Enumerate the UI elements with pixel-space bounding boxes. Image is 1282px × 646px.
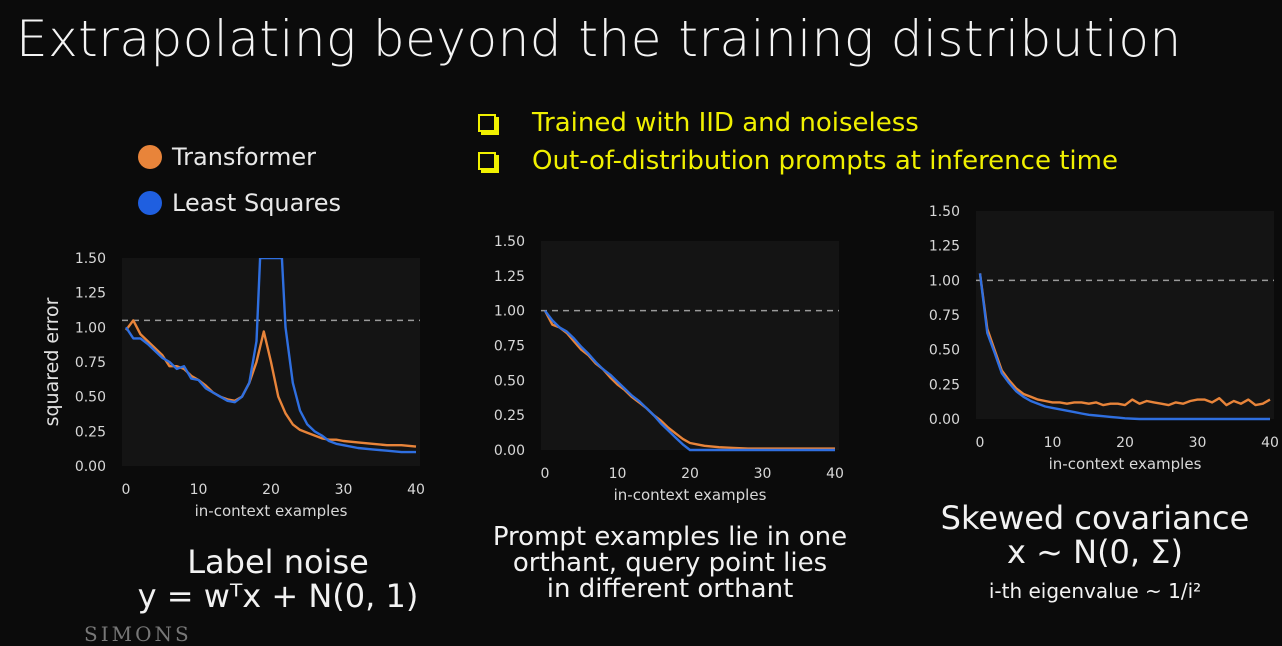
y-tick-label: 1.00 [494,304,525,320]
x-tick-label: 40 [407,482,425,498]
bullet-item: Trained with IID and noiseless [478,104,1118,142]
x-tick-label: 30 [335,482,353,498]
caption-note: i-th eigenvalue ~ 1/i² [988,579,1202,604]
y-tick-label: 0.00 [929,412,960,428]
plot-area [976,211,1274,419]
y-tick-label: 1.00 [75,320,106,336]
y-tick-label: 0.25 [929,377,960,393]
y-tick-label: 1.25 [929,239,960,255]
y-tick-label: 1.50 [494,234,525,250]
chart-legend: Transformer Least Squares [138,134,341,226]
y-axis-label: squared error [41,297,63,426]
legend-label: Least Squares [172,189,341,217]
y-tick-label: 1.50 [929,204,960,220]
caption-skewed-covariance: Skewed covariance x ~ N(0, Σ) i-th eigen… [900,499,1282,604]
x-tick-label: 0 [122,482,131,498]
y-tick-label: 1.25 [494,269,525,285]
circle-icon [138,145,162,169]
caption-line: in different orthant [546,574,794,604]
y-tick-label: 0.25 [75,424,106,440]
slide-title: Extrapolating beyond the training distri… [16,10,1182,68]
legend-label: Transformer [172,143,317,171]
x-tick-label: 40 [826,466,844,482]
bullet-list: Trained with IID and noiseless Out-of-di… [478,104,1118,180]
x-tick-label: 10 [609,466,627,482]
caption-line: Prompt examples lie in one [492,522,848,552]
plot-area [541,241,839,450]
checkbox-icon [478,114,496,132]
series-line-transformer [125,319,417,448]
x-axis-label: in-context examples [614,486,767,504]
y-tick-label: 0.75 [929,308,960,324]
bullet-text: Out-of-distribution prompts at inference… [532,146,1118,176]
series-line-least-squares [978,273,1270,421]
y-tick-label: 0.75 [75,355,106,371]
x-tick-label: 20 [681,466,699,482]
y-tick-label: 0.50 [494,373,525,389]
y-tick-label: 0.00 [75,459,106,475]
bullet-text: Trained with IID and noiseless [532,108,919,138]
legend-item-transformer: Transformer [138,134,341,180]
y-tick-label: 1.50 [75,251,106,267]
bullet-item: Out-of-distribution prompts at inference… [478,142,1118,180]
caption-line: orthant, query point lies [512,548,828,578]
caption-orthant: Prompt examples lie in one orthant, quer… [470,524,870,602]
x-tick-label: 40 [1261,435,1279,451]
x-tick-label: 0 [541,466,550,482]
y-tick-label: 0.50 [929,343,960,359]
x-tick-label: 30 [754,466,772,482]
series-line-least-squares [544,309,835,452]
y-tick-label: 1.00 [929,273,960,289]
x-axis-label: in-context examples [195,502,348,520]
x-tick-label: 10 [190,482,208,498]
series-line-least-squares [124,258,416,454]
footer-logo: SIMONS [84,622,192,646]
x-axis-label: in-context examples [1049,455,1202,473]
caption-line: y = wᵀx + N(0, 1) [137,576,419,615]
y-tick-label: 0.25 [494,408,525,424]
y-tick-label: 0.50 [75,390,106,406]
y-tick-label: 0.00 [494,443,525,459]
circle-icon [138,191,162,215]
x-tick-label: 0 [976,435,985,451]
y-tick-label: 1.25 [75,286,106,302]
caption-line: Label noise [187,543,369,581]
caption-label-noise: Label noise y = wᵀx + N(0, 1) [118,543,438,615]
x-tick-label: 20 [262,482,280,498]
x-tick-label: 20 [1116,435,1134,451]
checkbox-icon [478,152,496,170]
x-tick-label: 10 [1044,435,1062,451]
x-tick-label: 30 [1189,435,1207,451]
y-tick-label: 0.75 [494,339,525,355]
caption-line: Skewed covariance [940,499,1250,537]
legend-item-least-squares: Least Squares [138,180,341,226]
caption-line: x ~ N(0, Σ) [1007,532,1183,571]
series-line-transformer [978,273,1271,407]
